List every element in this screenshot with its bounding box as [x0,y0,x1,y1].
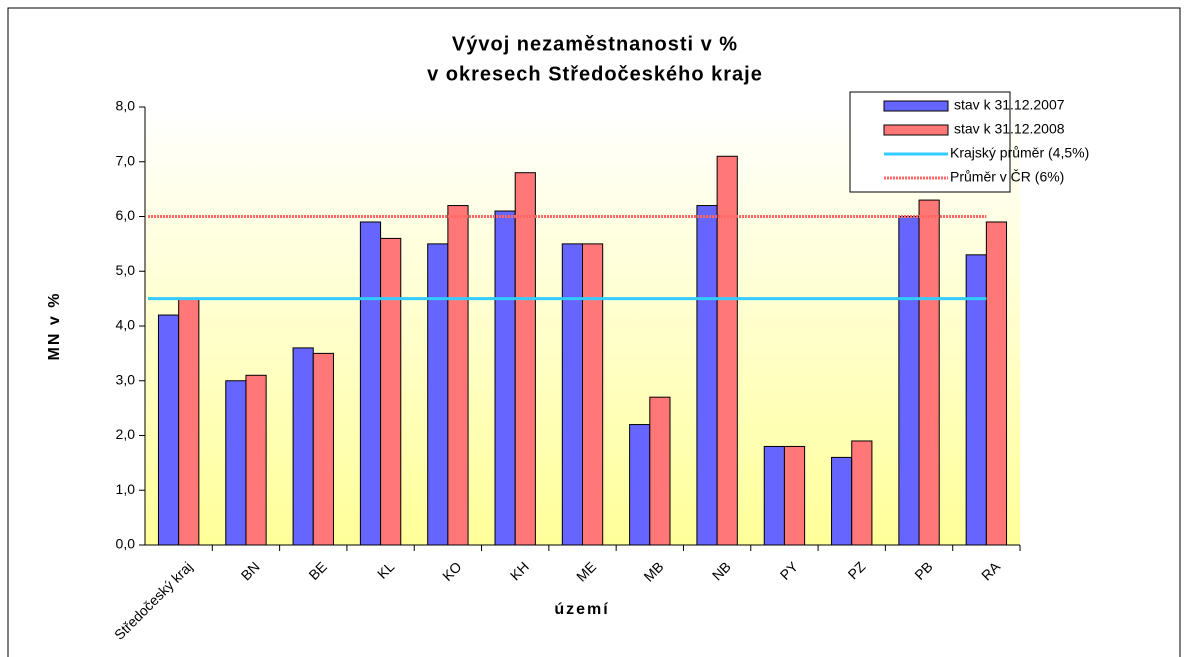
y-tick-label: 3,0 [116,371,136,387]
y-tick-label: 6,0 [116,207,136,223]
legend-label: Průměr v ČR (6%) [950,169,1064,185]
bar [245,374,267,546]
bar [292,347,314,546]
bar [178,298,200,546]
bar [561,243,583,546]
bar [985,221,1008,546]
legend-label: stav k 31.12.2008 [954,121,1065,137]
bar [696,205,718,546]
bar [447,205,469,546]
chart-title: Vývoj nezaměstnanosti v % [452,33,738,55]
bar [783,445,806,546]
bar [851,440,873,546]
bar [831,456,853,546]
y-tick-label: 2,0 [116,426,136,442]
bar [312,352,334,546]
x-axis-label: území [554,601,609,618]
bar [898,216,920,546]
legend-label: stav k 31.12.2007 [954,97,1065,113]
legend-swatch [883,100,949,112]
bar [582,243,604,546]
bar [649,396,671,546]
bar [629,424,651,546]
bar [494,210,516,546]
bar [763,445,785,546]
y-axis-label: MN v % [46,292,63,361]
bar [359,221,382,546]
bar [157,314,180,546]
bar [716,155,738,546]
y-tick-label: 8,0 [116,98,136,114]
bar [427,243,449,546]
y-tick-label: 7,0 [116,152,136,168]
bar [514,172,536,546]
y-tick-label: 4,0 [116,317,136,333]
chart-title: v okresech Středočeského kraje [427,63,763,85]
y-tick-label: 1,0 [116,481,136,497]
bar [918,199,940,546]
legend-swatch [883,124,949,136]
y-tick-label: 0,0 [116,536,136,552]
legend-label: Krajský průměr (4,5%) [950,145,1089,161]
bar [225,380,247,546]
y-tick-label: 5,0 [116,262,136,278]
bar [380,237,402,546]
